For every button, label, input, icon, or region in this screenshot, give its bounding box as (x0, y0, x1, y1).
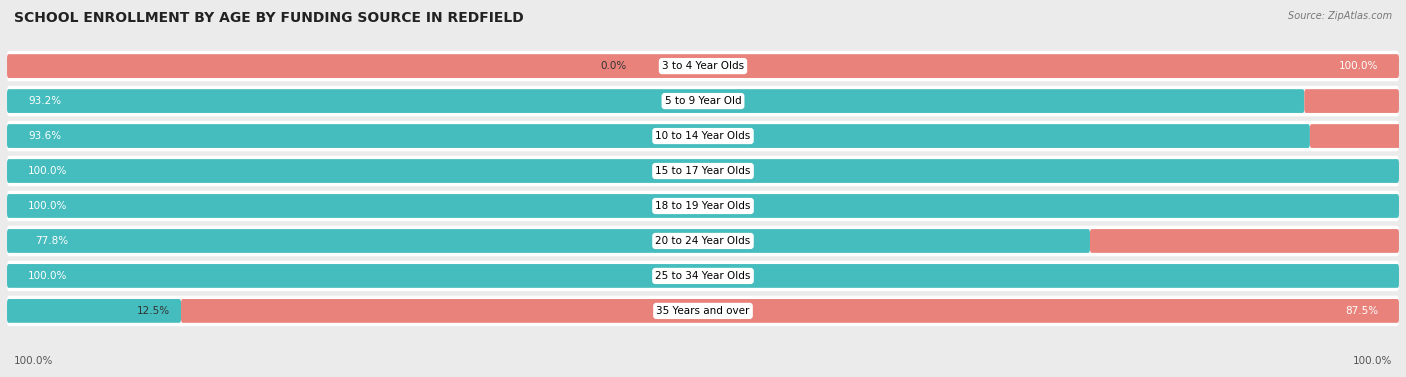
FancyBboxPatch shape (7, 51, 1399, 81)
Text: SCHOOL ENROLLMENT BY AGE BY FUNDING SOURCE IN REDFIELD: SCHOOL ENROLLMENT BY AGE BY FUNDING SOUR… (14, 11, 524, 25)
FancyBboxPatch shape (7, 226, 1399, 256)
Text: 93.6%: 93.6% (28, 131, 60, 141)
Text: 3 to 4 Year Olds: 3 to 4 Year Olds (662, 61, 744, 71)
Text: 100.0%: 100.0% (14, 356, 53, 366)
FancyBboxPatch shape (1305, 89, 1399, 113)
FancyBboxPatch shape (7, 264, 1399, 288)
Text: 100.0%: 100.0% (1353, 356, 1392, 366)
FancyBboxPatch shape (7, 121, 1399, 151)
Text: 100.0%: 100.0% (28, 166, 67, 176)
Text: 100.0%: 100.0% (28, 201, 67, 211)
FancyBboxPatch shape (181, 299, 1399, 323)
Text: 18 to 19 Year Olds: 18 to 19 Year Olds (655, 201, 751, 211)
FancyBboxPatch shape (7, 191, 1399, 221)
Text: 100.0%: 100.0% (28, 271, 67, 281)
FancyBboxPatch shape (1310, 124, 1400, 148)
Text: 0.0%: 0.0% (600, 61, 627, 71)
FancyBboxPatch shape (1090, 229, 1399, 253)
FancyBboxPatch shape (7, 159, 1399, 183)
Text: 12.5%: 12.5% (136, 306, 170, 316)
FancyBboxPatch shape (7, 54, 1399, 78)
FancyBboxPatch shape (7, 89, 1305, 113)
Text: 5 to 9 Year Old: 5 to 9 Year Old (665, 96, 741, 106)
FancyBboxPatch shape (7, 194, 1399, 218)
FancyBboxPatch shape (7, 299, 181, 323)
FancyBboxPatch shape (7, 124, 1310, 148)
Text: 20 to 24 Year Olds: 20 to 24 Year Olds (655, 236, 751, 246)
FancyBboxPatch shape (7, 229, 1090, 253)
Text: 35 Years and over: 35 Years and over (657, 306, 749, 316)
FancyBboxPatch shape (7, 261, 1399, 291)
Text: 77.8%: 77.8% (35, 236, 67, 246)
Text: 25 to 34 Year Olds: 25 to 34 Year Olds (655, 271, 751, 281)
Text: 93.2%: 93.2% (28, 96, 60, 106)
FancyBboxPatch shape (7, 86, 1399, 116)
Text: 87.5%: 87.5% (1346, 306, 1378, 316)
Text: 100.0%: 100.0% (1339, 61, 1378, 71)
Text: Source: ZipAtlas.com: Source: ZipAtlas.com (1288, 11, 1392, 21)
Text: 10 to 14 Year Olds: 10 to 14 Year Olds (655, 131, 751, 141)
FancyBboxPatch shape (7, 156, 1399, 186)
Text: 15 to 17 Year Olds: 15 to 17 Year Olds (655, 166, 751, 176)
FancyBboxPatch shape (7, 296, 1399, 326)
